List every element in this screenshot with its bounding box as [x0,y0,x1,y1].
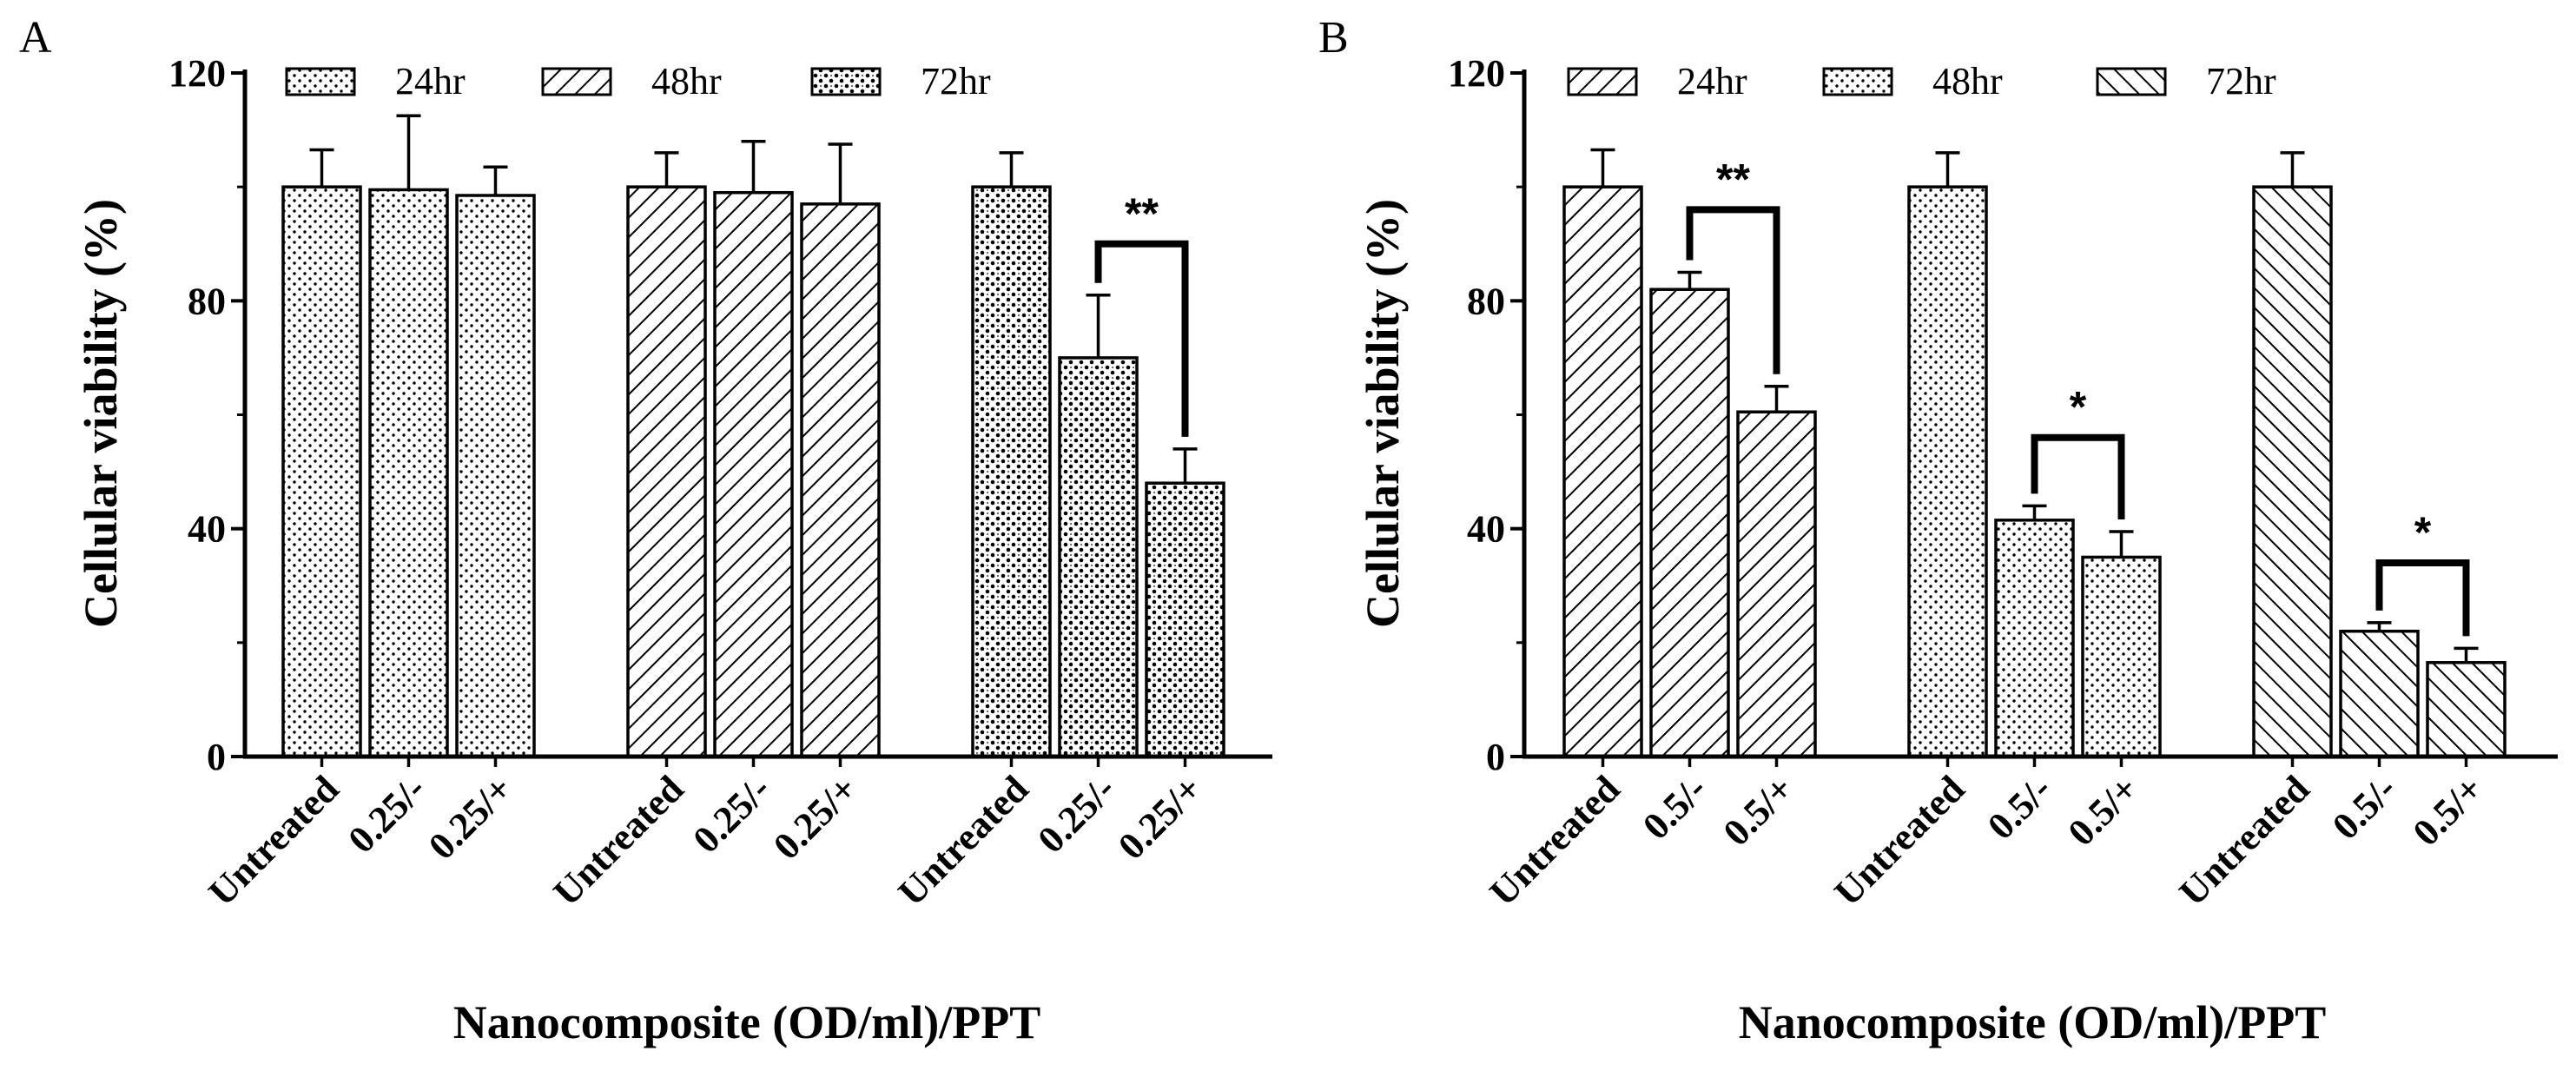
category-label: 0.5/- [1635,767,1715,848]
bar-48hr-2 [2081,555,2162,758]
y-tick-label: 40 [1467,508,1505,551]
panel-label: A [19,13,52,63]
category-label: Untreated [1826,767,1973,914]
significance-label: ** [1125,189,1159,238]
bar-24hr-1 [368,188,449,758]
legend-swatch-24hr [285,67,356,96]
significance-bracket [2031,433,2125,519]
bar-48hr-1 [1994,519,2075,758]
y-tick-label: 80 [188,280,226,322]
bar-48hr-0 [626,185,707,758]
y-tick-label: 120 [168,52,226,95]
legend-swatch-72hr [810,67,882,96]
bar-48hr-2 [800,202,881,758]
bar-72hr-2 [1145,481,1225,758]
category-label: 0.5/+ [2405,767,2492,854]
chart-panel-b: B Cellular viability (%) Nanocomposite (… [1318,13,2558,1048]
legend-swatch-48hr [1822,67,1893,96]
bar-layer: **** [1562,148,2507,758]
significance-label: * [2414,508,2432,557]
bar-24hr-1 [1649,288,1730,758]
category-label: 0.5/- [2324,767,2405,848]
significance-bracket [2375,559,2470,637]
bar-48hr-1 [713,190,794,758]
category-label: Untreated [890,767,1037,914]
panel-label: B [1318,13,1349,63]
category-label: Untreated [545,767,692,914]
y-axis-title: Cellular viability (%) [75,199,127,628]
category-label: 0.25/+ [420,767,520,867]
legend-swatch-48hr [541,67,612,96]
category-label: 0.25/- [340,767,433,861]
significance-label: ** [1716,155,1750,203]
bar-72hr-1 [2339,629,2420,758]
category-label: 0.5/- [1979,767,2060,848]
significance-bracket [1686,206,1780,374]
legend-label-24hr: 24hr [395,60,466,102]
legend-label-48hr: 48hr [1932,60,2003,102]
category-label: 0.25/+ [1110,767,1210,867]
chart-panel-a: A Cellular viability (%) Nanocomposite (… [19,13,1272,1048]
x-axis-title: Nanocomposite (OD/ml)/PPT [453,996,1040,1048]
y-tick-label: 40 [188,508,226,551]
y-tick-label: 80 [1467,280,1505,322]
bar-48hr-0 [1907,185,1988,758]
legend-label-72hr: 72hr [921,60,991,102]
bar-72hr-1 [1058,356,1139,758]
category-label: 0.25/- [684,767,778,861]
significance-label: * [2070,383,2087,432]
bar-24hr-2 [455,194,536,758]
category-label: Untreated [2171,767,2318,914]
category-label: 0.5/+ [1715,767,1802,854]
category-label: Untreated [201,767,347,914]
bar-24hr-0 [281,185,362,758]
y-axis-title: Cellular viability (%) [1357,199,1409,628]
legend: 24hr 48hr 72hr [285,60,991,102]
bar-layer: ** [281,114,1225,758]
legend-label-48hr: 48hr [651,60,722,102]
bar-24hr-2 [1736,410,1817,758]
category-label: Untreated [1482,767,1628,914]
bar-72hr-0 [971,185,1052,758]
bar-24hr-0 [1562,185,1643,758]
bar-72hr-2 [2426,661,2507,758]
y-tick-label: 0 [207,736,226,778]
x-axis-title: Nanocomposite (OD/ml)/PPT [1739,996,2326,1048]
significance-bracket [1094,240,1189,437]
legend-label-24hr: 24hr [1677,60,1747,102]
y-tick-label: 120 [1448,52,1505,95]
legend-swatch-72hr [2096,67,2167,96]
category-label: 0.25/+ [765,767,865,867]
legend-label-72hr: 72hr [2206,60,2276,102]
bar-72hr-0 [2252,185,2333,758]
category-label: 0.5/+ [2060,767,2147,854]
legend-swatch-24hr [1567,67,1638,96]
legend: 24hr 48hr 72hr [1567,60,2276,102]
category-label: 0.25/- [1029,767,1123,861]
y-tick-label: 0 [1486,736,1505,778]
